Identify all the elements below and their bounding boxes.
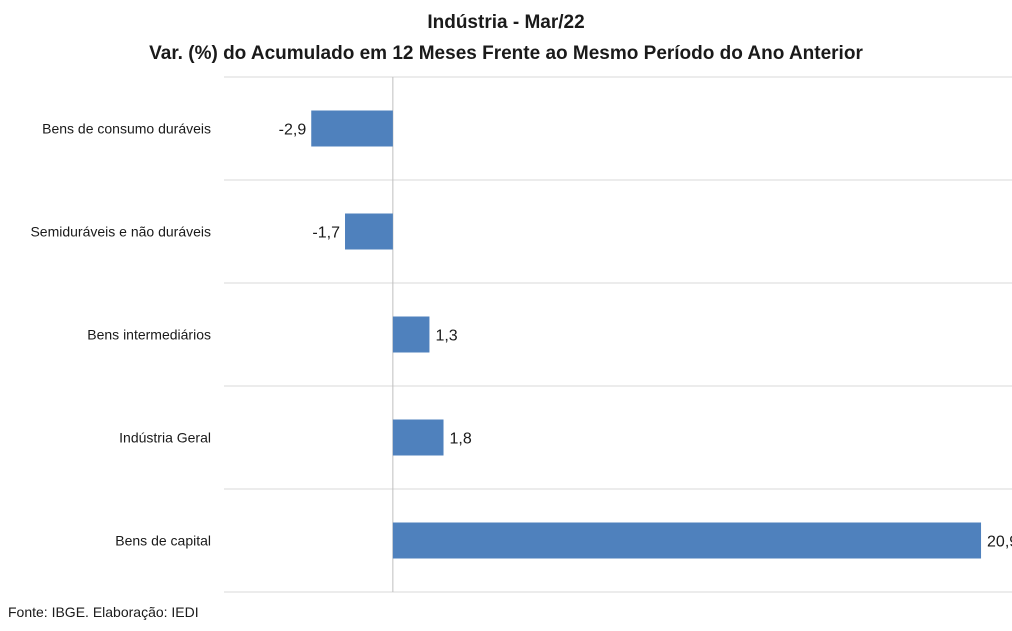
chart-title: Indústria - Mar/22 bbox=[427, 12, 585, 33]
category-label: Bens de capital bbox=[115, 533, 211, 549]
data-label: -2,9 bbox=[279, 122, 307, 139]
data-label: -1,7 bbox=[312, 225, 340, 242]
category-label: Bens de consumo duráveis bbox=[42, 121, 211, 137]
source-note: Fonte: IBGE. Elaboração: IEDI bbox=[8, 604, 199, 620]
bar bbox=[392, 316, 430, 353]
category-label: Bens intermediários bbox=[87, 327, 211, 343]
bar bbox=[392, 522, 982, 559]
bar bbox=[345, 213, 393, 250]
data-label: 1,8 bbox=[450, 431, 472, 448]
bar bbox=[311, 110, 393, 147]
category-label: Semiduráveis e não duráveis bbox=[30, 224, 211, 240]
data-label: 1,3 bbox=[435, 328, 457, 345]
data-label: 20,9 bbox=[987, 534, 1012, 551]
category-label: Indústria Geral bbox=[119, 430, 211, 446]
chart-subtitle: Var. (%) do Acumulado em 12 Meses Frente… bbox=[149, 43, 863, 64]
bar bbox=[392, 419, 444, 456]
